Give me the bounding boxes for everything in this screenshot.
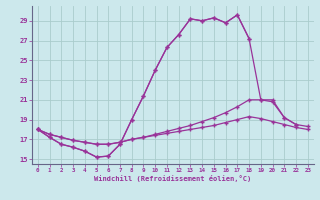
- X-axis label: Windchill (Refroidissement éolien,°C): Windchill (Refroidissement éolien,°C): [94, 175, 252, 182]
